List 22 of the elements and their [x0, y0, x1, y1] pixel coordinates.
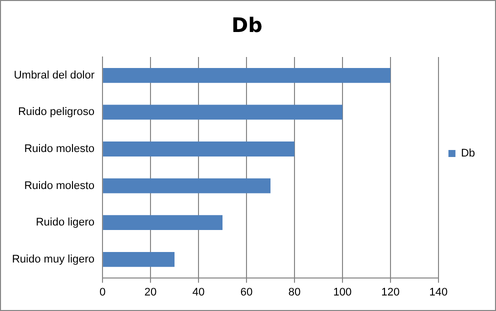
x-tick-label: 140 [429, 286, 448, 298]
bar [103, 215, 222, 230]
bar [103, 178, 270, 194]
x-tick-label: 20 [144, 286, 157, 298]
bar [103, 68, 390, 83]
x-tick-label: 80 [288, 286, 301, 298]
x-tick-label: 100 [333, 286, 352, 298]
y-tick-label: Ruido ligero [36, 216, 95, 229]
y-tick-label: Ruido muy ligero [12, 253, 95, 266]
x-tick-label: 60 [240, 286, 253, 298]
y-tick-label: Ruido peligroso [18, 106, 95, 118]
bar [103, 104, 342, 120]
y-tick-label: Ruido molesto [24, 180, 95, 192]
x-tick-label: 0 [99, 286, 106, 298]
bar [103, 252, 175, 267]
bar [103, 142, 294, 156]
y-tick-label: Umbral del dolor [14, 69, 95, 82]
legend-label: Db [460, 148, 475, 160]
x-tick-label: 120 [381, 286, 400, 298]
chart-title: Db [232, 13, 262, 38]
y-tick-label: Ruido molesto [24, 143, 95, 156]
x-tick-label: 40 [192, 286, 205, 298]
